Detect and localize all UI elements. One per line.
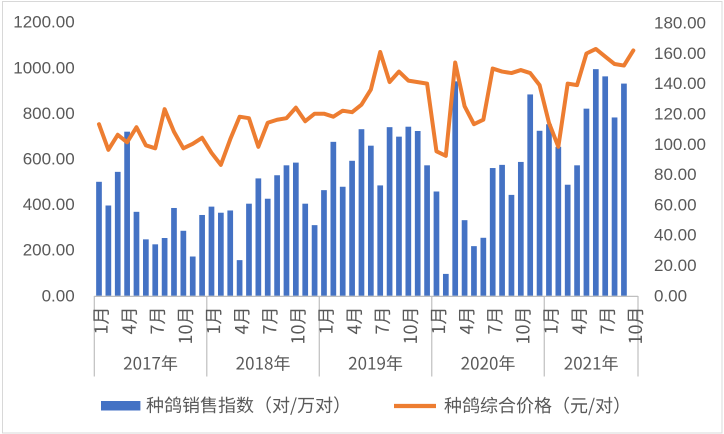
svg-text:80.00: 80.00 <box>654 165 697 184</box>
svg-text:60.00: 60.00 <box>654 195 697 214</box>
svg-text:600.00: 600.00 <box>23 150 75 169</box>
svg-text:0.00: 0.00 <box>42 286 75 305</box>
svg-text:40.00: 40.00 <box>654 226 697 245</box>
svg-text:100.00: 100.00 <box>654 135 706 154</box>
svg-text:120.00: 120.00 <box>654 105 706 124</box>
svg-text:140.00: 140.00 <box>654 74 706 93</box>
svg-text:200.00: 200.00 <box>23 241 75 260</box>
svg-text:1000.00: 1000.00 <box>13 58 74 77</box>
svg-text:0.00: 0.00 <box>654 286 687 305</box>
svg-text:800.00: 800.00 <box>23 104 75 123</box>
svg-text:20.00: 20.00 <box>654 256 697 275</box>
svg-text:180.00: 180.00 <box>654 14 706 33</box>
svg-text:400.00: 400.00 <box>23 195 75 214</box>
svg-text:160.00: 160.00 <box>654 44 706 63</box>
svg-text:1200.00: 1200.00 <box>13 13 74 32</box>
